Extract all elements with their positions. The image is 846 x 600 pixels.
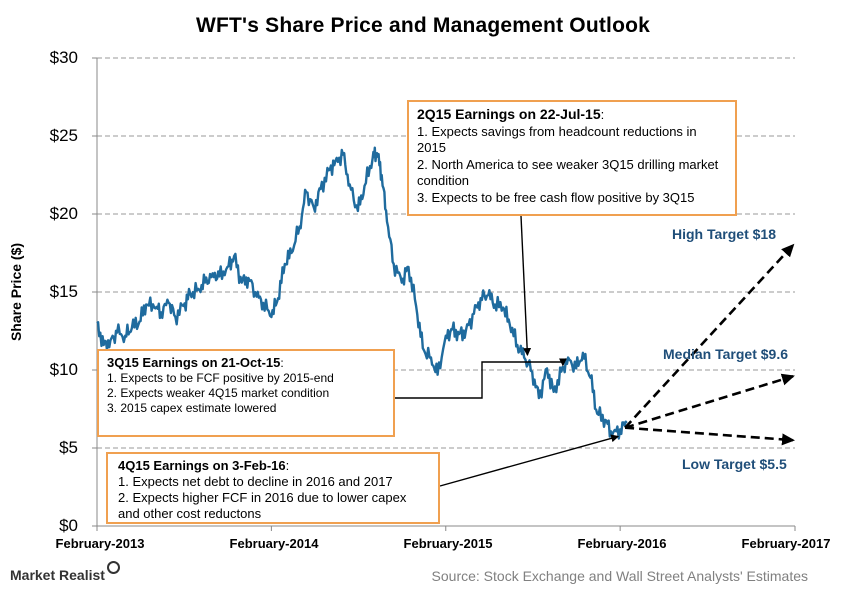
brand-logo: Market Realist <box>10 561 120 583</box>
connector-2q15 <box>520 215 532 357</box>
chart-title: WFT's Share Price and Management Outlook <box>195 14 651 37</box>
target-arrow <box>624 373 795 429</box>
annotation-line: 2. North America to see weaker 3Q15 dril… <box>417 156 719 189</box>
x-tick-label: February-2014 <box>229 536 319 551</box>
annotation-colon: : <box>285 458 290 473</box>
target-arrows <box>624 243 795 446</box>
connector-3q15 <box>395 358 567 399</box>
y-tick-label: $0 <box>59 516 78 535</box>
x-tick-label: February-2016 <box>577 536 667 551</box>
annotation-line: 3. 2015 capex estimate lowered <box>107 401 277 415</box>
target-arrow <box>624 243 795 429</box>
magnifier-icon <box>106 561 120 574</box>
annotation-line: 1. Expects net debt to decline in 2016 a… <box>118 474 393 489</box>
y-tick-label: $15 <box>49 282 78 301</box>
series-layer <box>96 146 628 440</box>
y-tick-label: $10 <box>49 360 78 379</box>
high-target-label: High Target $18 <box>672 226 776 242</box>
annotation-heading: 3Q15 Earnings on 21-Oct-15 <box>107 355 281 370</box>
price-line <box>96 146 628 440</box>
annotation-colon: : <box>280 356 284 370</box>
y-tick-label: $5 <box>59 438 78 457</box>
annotation-heading: 2Q15 Earnings on 22-Jul-15 <box>417 106 601 122</box>
target-arrow <box>625 426 795 446</box>
annotation-3q15: 3Q15 Earnings on 21-Oct-15: 1. Expects t… <box>97 349 395 437</box>
annotation-line: 1. Expects to be FCF positive by 2015-en… <box>107 371 334 385</box>
annotation-line: 2. Expects weaker 4Q15 market condition <box>107 386 330 400</box>
low-target-label: Low Target $5.5 <box>682 456 787 472</box>
axes <box>92 57 796 531</box>
x-tick-label: February-2015 <box>403 536 493 551</box>
annotation-line: 1. Expects savings from headcount reduct… <box>417 123 697 156</box>
annotation-line: 3. Expects to be free cash flow positive… <box>417 189 695 205</box>
median-target-label: Median Target $9.6 <box>663 346 789 362</box>
connector-4q15 <box>439 434 620 487</box>
annotation-2q15: 2Q15 Earnings on 22-Jul-15: 1. Expects s… <box>407 100 737 216</box>
annotation-heading: 4Q15 Earnings on 3-Feb-16 <box>118 458 286 473</box>
y-tick-label: $20 <box>49 204 78 223</box>
x-tick-label: February-2017 <box>741 536 831 551</box>
y-tick-label: $30 <box>49 48 78 67</box>
brand-name: Market Realist <box>10 567 105 583</box>
annotation-4q15: 4Q15 Earnings on 3-Feb-16: 1. Expects ne… <box>106 452 440 524</box>
annotation-connectors <box>395 215 620 487</box>
y-tick-label: $25 <box>49 126 78 145</box>
annotation-colon: : <box>600 107 605 122</box>
annotation-line: 2. Expects higher FCF in 2016 due to low… <box>118 490 407 521</box>
x-tick-label: February-2013 <box>55 536 145 551</box>
source-note: Source: Stock Exchange and Wall Street A… <box>431 568 808 584</box>
